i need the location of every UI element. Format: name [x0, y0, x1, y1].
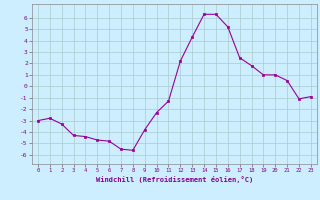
X-axis label: Windchill (Refroidissement éolien,°C): Windchill (Refroidissement éolien,°C): [96, 176, 253, 183]
